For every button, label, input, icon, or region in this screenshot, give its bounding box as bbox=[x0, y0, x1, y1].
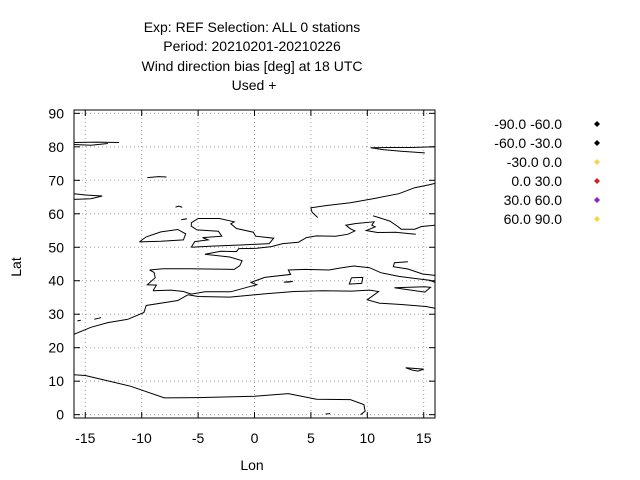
coastline bbox=[283, 280, 293, 283]
y-tick-label: 80 bbox=[48, 139, 64, 155]
coastline bbox=[74, 374, 366, 416]
title-line-1: Exp: REF Selection: ALL 0 stations bbox=[144, 19, 361, 35]
coastline bbox=[190, 218, 275, 248]
coastline bbox=[310, 182, 435, 218]
legend-marker bbox=[594, 121, 600, 127]
x-tick-label: 5 bbox=[307, 430, 315, 446]
coastline bbox=[147, 176, 167, 179]
coastline bbox=[152, 265, 435, 295]
y-tick-label: 10 bbox=[48, 373, 64, 389]
legend-marker bbox=[594, 197, 600, 203]
coastline bbox=[405, 367, 424, 372]
coastline bbox=[181, 218, 187, 221]
x-tick-label: -5 bbox=[192, 430, 205, 446]
y-axis-label: Lat bbox=[8, 257, 24, 277]
coastline bbox=[74, 143, 108, 146]
coastline bbox=[392, 261, 435, 276]
x-tick-label: 10 bbox=[360, 430, 376, 446]
legend-label: 30.0 60.0 bbox=[504, 192, 563, 208]
coastline bbox=[146, 269, 158, 292]
coastline bbox=[139, 228, 187, 243]
legend-marker bbox=[594, 159, 600, 165]
coastline bbox=[370, 146, 435, 154]
x-tick-label: -10 bbox=[132, 430, 152, 446]
x-tick-label: 15 bbox=[416, 430, 432, 446]
y-tick-label: 30 bbox=[48, 306, 64, 322]
y-tick-label: 50 bbox=[48, 239, 64, 255]
legend-label: 60.0 90.0 bbox=[504, 211, 563, 227]
y-tick-label: 0 bbox=[56, 407, 64, 423]
legend-label: 0.0 30.0 bbox=[511, 173, 562, 189]
coastline-map bbox=[74, 141, 435, 416]
title-line-3: Wind direction bias [deg] at 18 UTC bbox=[142, 58, 363, 74]
coastline bbox=[175, 205, 183, 208]
y-tick-label: 90 bbox=[48, 105, 64, 121]
legend-label: -60.0 -30.0 bbox=[494, 135, 562, 151]
x-tick-label: 0 bbox=[251, 430, 259, 446]
coastline bbox=[77, 319, 81, 322]
legend-label: -30.0 0.0 bbox=[507, 154, 562, 170]
coastline bbox=[149, 221, 416, 271]
y-tick-label: 40 bbox=[48, 273, 64, 289]
y-axis-ticks: 0 10 20 30 40 50 60 70 80 90 bbox=[48, 105, 435, 423]
y-tick-label: 20 bbox=[48, 340, 64, 356]
legend-label: -90.0 -60.0 bbox=[494, 116, 562, 132]
legend-marker bbox=[594, 216, 600, 222]
title-line-2: Period: 20210201-20210226 bbox=[163, 38, 341, 54]
coastline bbox=[348, 276, 364, 285]
legend-marker bbox=[594, 140, 600, 146]
coastline bbox=[372, 215, 435, 230]
x-axis-ticks: -15 -10 -5 0 5 10 15 bbox=[75, 110, 432, 446]
coastline bbox=[94, 317, 102, 320]
x-axis-label: Lon bbox=[240, 457, 263, 473]
coastline bbox=[187, 289, 435, 309]
legend: -90.0 -60.0 -60.0 -30.0 -30.0 0.0 0.0 30.0 3… bbox=[494, 116, 600, 227]
x-tick-label: -15 bbox=[75, 430, 95, 446]
y-tick-label: 60 bbox=[48, 206, 64, 222]
title-line-4: Used + bbox=[232, 77, 277, 93]
y-tick-label: 70 bbox=[48, 172, 64, 188]
coastline bbox=[394, 286, 432, 293]
legend-marker bbox=[594, 178, 600, 184]
coastline bbox=[74, 193, 103, 200]
coastline bbox=[74, 294, 189, 335]
chart-title: Exp: REF Selection: ALL 0 stations Perio… bbox=[142, 19, 363, 93]
